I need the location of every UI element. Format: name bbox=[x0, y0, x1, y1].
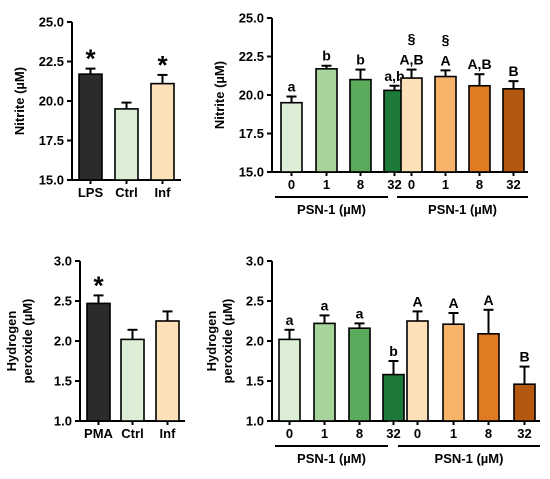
bar bbox=[382, 373, 405, 422]
significance-letter: a bbox=[356, 305, 364, 321]
significance-letter: a bbox=[288, 79, 296, 95]
group-label: PSN-1 (µM) bbox=[297, 202, 366, 217]
significance-letter: A bbox=[412, 293, 422, 309]
bar bbox=[155, 320, 180, 422]
significance-letter: a bbox=[321, 297, 329, 313]
bar bbox=[406, 320, 429, 422]
y-tick-label: 2.0 bbox=[246, 334, 264, 349]
bar bbox=[442, 323, 465, 422]
y-tick-label: 2.5 bbox=[54, 294, 72, 309]
significance-letter: b bbox=[322, 48, 331, 64]
significance-letter: A bbox=[448, 295, 458, 311]
bar bbox=[434, 75, 457, 173]
x-tick-label: PMA bbox=[84, 426, 114, 441]
y-tick-label: 1.0 bbox=[54, 414, 72, 429]
bar bbox=[313, 322, 336, 422]
y-tick-label: 15.0 bbox=[239, 165, 264, 180]
group-label: PSN-1 (µM) bbox=[297, 451, 366, 466]
significance-star: * bbox=[157, 50, 168, 80]
section-mark: § bbox=[442, 31, 450, 47]
y-tick-label: 17.5 bbox=[239, 126, 264, 141]
bar bbox=[150, 82, 175, 181]
y-tick-label: 22.5 bbox=[239, 49, 264, 64]
y-axis-label: Hydrogen bbox=[204, 311, 219, 372]
y-tick-label: 15.0 bbox=[39, 173, 64, 188]
bar bbox=[513, 383, 536, 422]
y-tick-label: 20.0 bbox=[239, 88, 264, 103]
x-tick-label: Inf bbox=[155, 185, 172, 200]
y-tick-label: 20.0 bbox=[39, 94, 64, 109]
y-axis-label: Nitrite (µM) bbox=[12, 67, 27, 135]
bar bbox=[78, 73, 103, 181]
y-tick-label: 2.0 bbox=[54, 334, 72, 349]
x-tick-label: 0 bbox=[288, 177, 295, 192]
y-tick-label: 3.0 bbox=[54, 254, 72, 269]
x-tick-label: 8 bbox=[357, 177, 364, 192]
bar bbox=[477, 332, 500, 422]
y-axis-label: peroxide (µM) bbox=[220, 299, 235, 384]
x-tick-label: 32 bbox=[517, 426, 531, 441]
x-tick-label: 1 bbox=[321, 426, 328, 441]
y-tick-label: 3.0 bbox=[246, 254, 264, 269]
chart-panel-4: 1.0 1.5 2.0 2.5 3.0 Hydrogen peroxide (µM) a 0 a 1… bbox=[204, 254, 540, 466]
chart-panel-2: 15.0 17.5 20.0 22.5 25.0 Nitrite (µM) a 0 b 1 b 8 a,… bbox=[212, 11, 528, 217]
x-tick-label: Ctrl bbox=[115, 185, 137, 200]
significance-letter: A bbox=[483, 292, 493, 308]
bar bbox=[468, 84, 491, 173]
x-tick-label: 8 bbox=[356, 426, 363, 441]
significance-letter: A,B bbox=[467, 56, 491, 72]
bar bbox=[280, 101, 303, 173]
x-tick-label: 32 bbox=[386, 426, 400, 441]
y-tick-label: 25.0 bbox=[239, 11, 264, 26]
bar bbox=[278, 338, 301, 422]
significance-letter: A bbox=[440, 52, 450, 68]
x-tick-label: 8 bbox=[476, 177, 483, 192]
x-tick-label: 0 bbox=[408, 177, 415, 192]
y-tick-label: 22.5 bbox=[39, 54, 64, 69]
bar bbox=[120, 338, 145, 422]
chart-panel-1: 15.0 17.5 20.0 22.5 25.0 Nitrite (µM) * LPS Ctrl… bbox=[12, 15, 181, 200]
x-tick-label: 0 bbox=[286, 426, 293, 441]
chart-panel-3: 1.0 1.5 2.0 2.5 3.0 Hydrogen peroxide (µM) * PMA… bbox=[4, 254, 185, 441]
x-tick-label: 32 bbox=[387, 177, 401, 192]
x-tick-label: Ctrl bbox=[121, 426, 143, 441]
x-tick-label: 8 bbox=[485, 426, 492, 441]
significance-letter: B bbox=[519, 349, 529, 365]
bar bbox=[400, 77, 423, 173]
x-tick-label: 1 bbox=[442, 177, 449, 192]
y-axis-label: Nitrite (µM) bbox=[212, 61, 227, 129]
y-tick-label: 2.5 bbox=[246, 294, 264, 309]
significance-star: * bbox=[85, 44, 96, 74]
bar bbox=[348, 327, 371, 422]
significance-letter: a,b bbox=[384, 68, 404, 84]
section-mark: § bbox=[408, 31, 416, 47]
y-axis-label: Hydrogen bbox=[4, 311, 19, 372]
significance-star: * bbox=[93, 270, 104, 300]
y-axis-label: peroxide (µM) bbox=[20, 299, 35, 384]
bar bbox=[349, 78, 372, 173]
significance-letter: b bbox=[389, 343, 398, 359]
x-tick-label: 32 bbox=[506, 177, 520, 192]
bar bbox=[315, 68, 338, 173]
significance-letter: A,B bbox=[399, 52, 423, 68]
x-tick-label: 1 bbox=[450, 426, 457, 441]
group-label: PSN-1 (µM) bbox=[428, 202, 497, 217]
x-tick-label: LPS bbox=[78, 185, 104, 200]
significance-letter: B bbox=[508, 63, 518, 79]
y-tick-label: 1.5 bbox=[246, 374, 264, 389]
y-tick-label: 25.0 bbox=[39, 15, 64, 30]
x-tick-label: Inf bbox=[160, 426, 177, 441]
bar bbox=[114, 108, 139, 181]
group-label: PSN-1 (µM) bbox=[435, 451, 504, 466]
significance-letter: b bbox=[356, 52, 365, 68]
x-tick-label: 1 bbox=[323, 177, 330, 192]
bar bbox=[86, 302, 111, 422]
x-tick-label: 0 bbox=[414, 426, 421, 441]
bar bbox=[502, 88, 525, 173]
y-tick-label: 1.0 bbox=[246, 414, 264, 429]
y-tick-label: 1.5 bbox=[54, 374, 72, 389]
y-tick-label: 17.5 bbox=[39, 133, 64, 148]
significance-letter: a bbox=[286, 312, 294, 328]
